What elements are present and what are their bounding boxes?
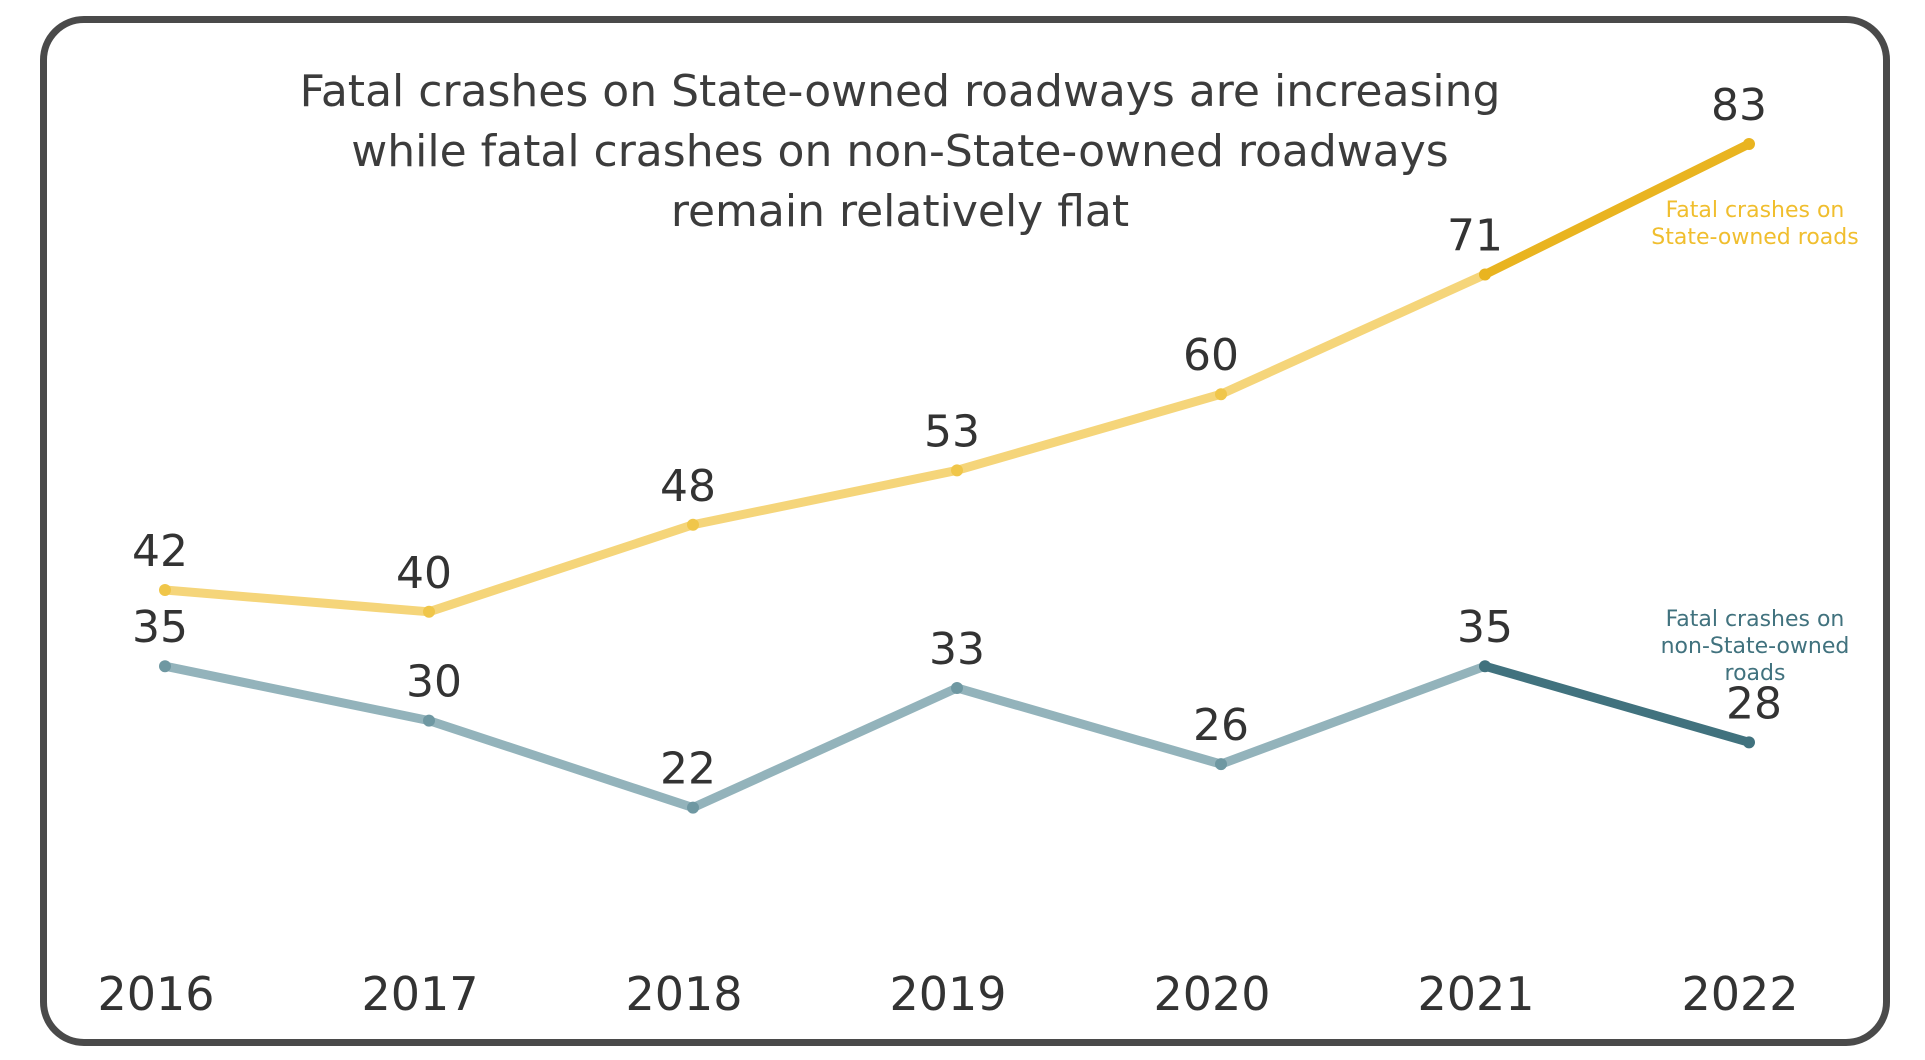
- series-name-label: Fatal crashes on: [1666, 198, 1845, 223]
- data-label: 71: [1447, 211, 1503, 262]
- data-point: [1743, 137, 1755, 150]
- data-label: 40: [396, 548, 452, 599]
- series-name-label: State-owned roads: [1651, 225, 1858, 250]
- series-name-label: roads: [1725, 661, 1786, 686]
- data-label: 22: [660, 744, 716, 795]
- data-label: 26: [1193, 700, 1249, 751]
- data-label: 48: [660, 461, 716, 512]
- data-point: [1215, 758, 1227, 771]
- chart-title: Fatal crashes on State-owned roadways ar…: [299, 66, 1501, 237]
- data-point: [1479, 268, 1491, 281]
- chart-frame: [40, 16, 1890, 1046]
- data-label: 60: [1183, 330, 1239, 381]
- series-line: [160, 661, 1490, 813]
- data-label: 28: [1726, 678, 1782, 729]
- x-tick-label: 2018: [625, 967, 742, 1021]
- data-point: [687, 801, 699, 814]
- data-label: 33: [929, 624, 985, 675]
- x-tick-label: 2020: [1153, 967, 1270, 1021]
- x-tick-label: 2019: [889, 967, 1006, 1021]
- data-label: 83: [1711, 80, 1767, 131]
- data-label: 53: [924, 406, 980, 457]
- data-point: [423, 714, 435, 727]
- data-label: 35: [1457, 602, 1513, 653]
- data-point: [1743, 736, 1755, 749]
- x-tick-label: 2016: [97, 967, 214, 1021]
- data-point: [951, 464, 963, 477]
- x-tick-label: 2017: [361, 967, 478, 1021]
- data-point: [159, 660, 171, 673]
- x-tick-label: 2021: [1417, 967, 1534, 1021]
- data-point: [159, 584, 171, 597]
- series-name-label: non-State-owned: [1661, 634, 1850, 659]
- series-highlight-segment: [1480, 661, 1754, 747]
- data-point: [1479, 660, 1491, 673]
- x-tick-label: 2022: [1681, 967, 1798, 1021]
- data-point: [1215, 388, 1227, 401]
- data-label: 30: [406, 657, 462, 708]
- series-name-label: Fatal crashes on: [1666, 607, 1845, 632]
- data-label: 35: [132, 602, 188, 653]
- series-line: [160, 270, 1490, 617]
- data-point: [687, 518, 699, 531]
- data-label: 42: [132, 526, 188, 577]
- data-point: [951, 681, 963, 694]
- data-point: [423, 605, 435, 618]
- series-highlight-segment: [1480, 139, 1754, 280]
